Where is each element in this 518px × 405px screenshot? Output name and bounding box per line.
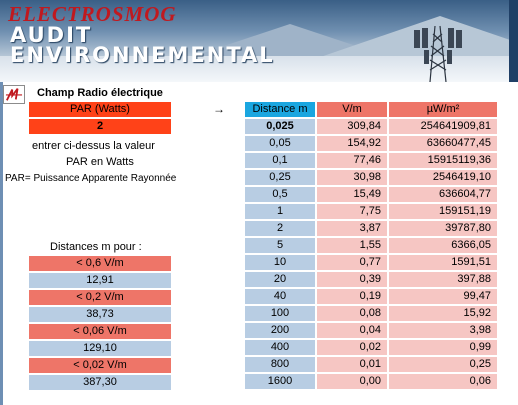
threshold-distance: 12,91	[28, 272, 172, 289]
distances-label: Distances m pour :	[50, 241, 142, 253]
column-header-vm: V/m	[316, 101, 388, 118]
cell-vm: 30,98	[316, 169, 388, 186]
cell-distance: 800	[244, 356, 316, 373]
par-input[interactable]: 2	[28, 118, 172, 135]
cell-uw: 0,25	[388, 356, 498, 373]
threshold-distance: 129,10	[28, 340, 172, 357]
cell-vm: 77,46	[316, 152, 388, 169]
cell-vm: 0,00	[316, 373, 388, 390]
cell-vm: 0,39	[316, 271, 388, 288]
threshold-distance: 387,30	[28, 374, 172, 391]
cell-vm: 0,19	[316, 288, 388, 305]
antenna-tower-icon	[414, 25, 462, 82]
cell-uw: 6366,05	[388, 237, 498, 254]
threshold-label: < 0,2 V/m	[28, 289, 172, 306]
cell-vm: 0,04	[316, 322, 388, 339]
cell-distance: 400	[244, 339, 316, 356]
threshold-distance: 38,73	[28, 306, 172, 323]
cell-uw: 2546419,10	[388, 169, 498, 186]
banner-title-audit: AUDIT	[10, 23, 93, 47]
cell-distance: 0,25	[244, 169, 316, 186]
cell-distance: 0,5	[244, 186, 316, 203]
cell-distance: 5	[244, 237, 316, 254]
left-border	[0, 82, 3, 405]
par-header: PAR (Watts)	[28, 101, 172, 118]
cell-uw: 39787,80	[388, 220, 498, 237]
cell-uw: 15915119,36	[388, 152, 498, 169]
cell-distance: 100	[244, 305, 316, 322]
cell-uw: 254641909,81	[388, 118, 498, 135]
cell-uw: 3,98	[388, 322, 498, 339]
cell-uw: 397,88	[388, 271, 498, 288]
cell-distance: 200	[244, 322, 316, 339]
threshold-label: < 0,6 V/m	[28, 255, 172, 272]
cell-uw: 0,99	[388, 339, 498, 356]
cell-distance: 20	[244, 271, 316, 288]
cell-vm: 154,92	[316, 135, 388, 152]
column-header-uw: µW/m²	[388, 101, 498, 118]
cell-distance: 2	[244, 220, 316, 237]
instruction-text: entrer ci-dessus la valeur	[32, 140, 155, 152]
unit-note: PAR en Watts	[66, 156, 134, 168]
cell-uw: 636604,77	[388, 186, 498, 203]
header-banner: ElectroSmog AUDIT ENVIRONNEMENTAL	[0, 0, 518, 82]
cell-distance: 1600	[244, 373, 316, 390]
arrow-right-icon: →	[213, 102, 225, 116]
threshold-label: < 0,06 V/m	[28, 323, 172, 340]
cell-distance: 0,05	[244, 135, 316, 152]
cell-uw: 0,06	[388, 373, 498, 390]
cell-vm: 3,87	[316, 220, 388, 237]
cell-vm: 309,84	[316, 118, 388, 135]
threshold-label: < 0,02 V/m	[28, 357, 172, 374]
cell-uw: 15,92	[388, 305, 498, 322]
cell-vm: 1,55	[316, 237, 388, 254]
cell-distance: 1	[244, 203, 316, 220]
cell-vm: 0,08	[316, 305, 388, 322]
banner-title-environnemental: ENVIRONNEMENTAL	[10, 43, 275, 67]
cell-vm: 0,77	[316, 254, 388, 271]
cell-uw: 99,47	[388, 288, 498, 305]
cell-distance: 10	[244, 254, 316, 271]
cell-vm: 0,01	[316, 356, 388, 373]
cell-uw: 1591,51	[388, 254, 498, 271]
cell-uw: 159151,19	[388, 203, 498, 220]
cell-vm: 7,75	[316, 203, 388, 220]
column-header-distance: Distance m	[244, 101, 316, 118]
cell-distance: 0,1	[244, 152, 316, 169]
cell-distance: 40	[244, 288, 316, 305]
cell-uw: 63660477,45	[388, 135, 498, 152]
panel-title: Champ Radio électrique	[37, 87, 163, 99]
cell-vm: 0,02	[316, 339, 388, 356]
brand-logo-text: ElectroSmog	[8, 2, 177, 26]
cell-vm: 15,49	[316, 186, 388, 203]
par-definition: PAR= Puissance Apparente Rayonnée	[5, 173, 177, 184]
electrosmog-logo-icon	[3, 85, 25, 104]
cell-distance: 0,025	[244, 118, 316, 135]
